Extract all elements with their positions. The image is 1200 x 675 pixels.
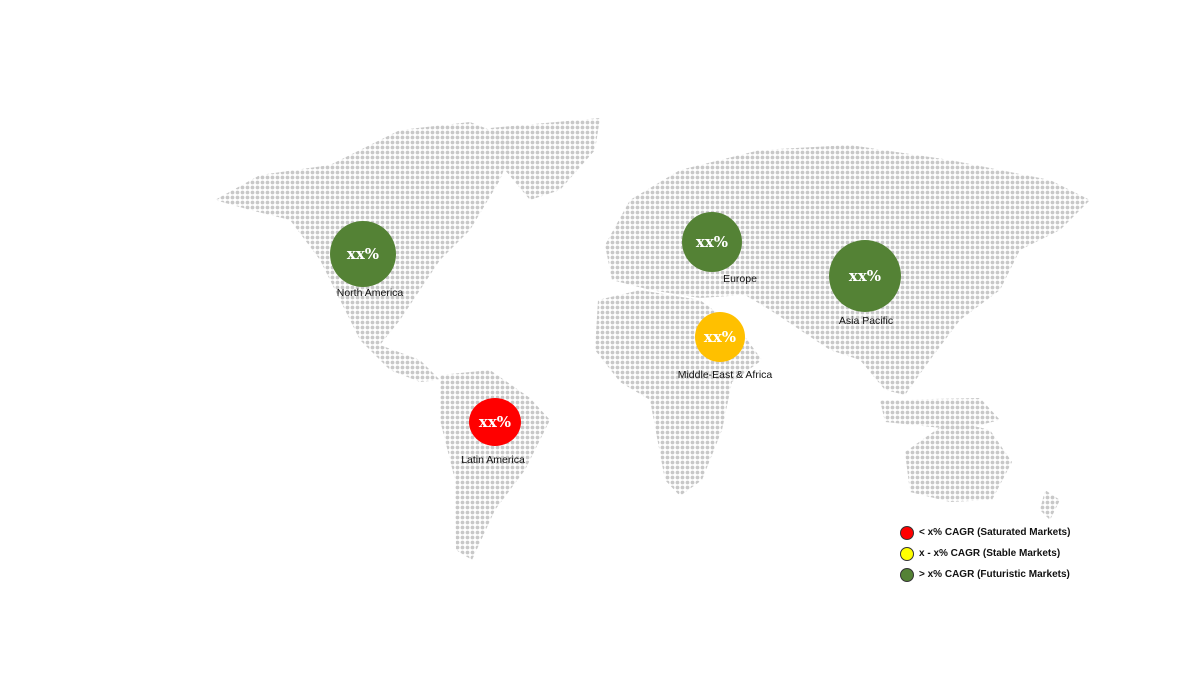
value-latin-america: xx% xyxy=(478,413,512,431)
legend-dot-green xyxy=(900,567,914,582)
label-asia-pacific: Asia Pacific xyxy=(838,315,894,327)
continent-south-america xyxy=(440,370,550,560)
label-middle-east-africa: Middle-East & Africa xyxy=(677,369,773,381)
bubble-north-america: xx% xyxy=(330,221,396,287)
legend: < x% CAGR (Saturated Markets) x - x% CAG… xyxy=(900,522,1070,585)
label-north-america: North America xyxy=(336,287,404,299)
label-latin-america: Latin America xyxy=(461,454,525,466)
label-europe: Europe xyxy=(723,273,757,285)
value-asia-pacific: xx% xyxy=(848,267,882,285)
bubble-latin-america: xx% xyxy=(469,398,521,446)
continent-australia xyxy=(905,420,1012,502)
legend-label: > x% CAGR (Futuristic Markets) xyxy=(919,569,1070,580)
value-middle-east-africa: xx% xyxy=(703,328,737,346)
bubble-europe: xx% xyxy=(682,212,742,272)
continent-greenland xyxy=(490,118,600,200)
continent-new-zealand xyxy=(1040,490,1060,520)
continent-southeast-asia-islands xyxy=(880,398,1000,430)
bubble-middle-east-africa: xx% xyxy=(695,312,745,362)
legend-item-saturated: < x% CAGR (Saturated Markets) xyxy=(900,522,1070,543)
legend-dot-yellow xyxy=(900,546,914,561)
bubble-asia-pacific: xx% xyxy=(829,240,901,312)
value-europe: xx% xyxy=(695,233,729,251)
legend-label: < x% CAGR (Saturated Markets) xyxy=(919,527,1071,538)
value-north-america: xx% xyxy=(346,245,380,263)
legend-label: x - x% CAGR (Stable Markets) xyxy=(919,548,1061,559)
legend-item-stable: x - x% CAGR (Stable Markets) xyxy=(900,543,1070,564)
legend-item-futuristic: > x% CAGR (Futuristic Markets) xyxy=(900,564,1070,585)
legend-dot-red xyxy=(900,525,914,540)
